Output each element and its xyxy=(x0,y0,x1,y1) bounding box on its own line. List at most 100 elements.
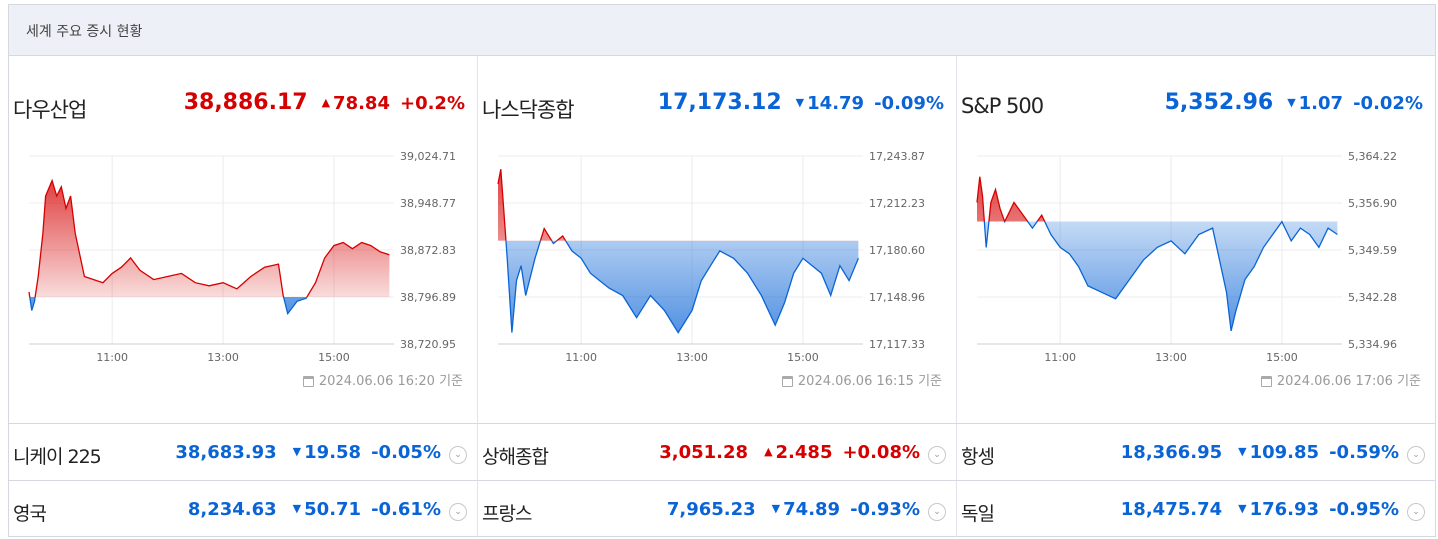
panel-nasdaq[interactable]: 나스닥종합 17,173.12 ▼ 14.79 -0.09% 17,243.87 17,… xyxy=(478,56,957,423)
asof-label: 2024.06.06 16:20 기준 xyxy=(318,374,463,389)
index-pct: -0.02% xyxy=(1353,93,1423,114)
index-values: 3,051.28 ▲ 2.485 +0.08% ⌄ xyxy=(659,442,946,464)
direction-icon: ▲ xyxy=(764,445,773,458)
y-tick-label: 38,720.95 xyxy=(400,338,456,351)
index-name: 다우산업 xyxy=(13,98,87,122)
change-value: 1.07 xyxy=(1298,93,1344,114)
asof-label: 2024.06.06 17:06 기준 xyxy=(1276,374,1421,389)
panel-sp500[interactable]: S&P 500 5,352.96 ▼ 1.07 -0.02% 5,364.22 5,35… xyxy=(957,56,1435,423)
direction-icon: ▼ xyxy=(292,502,302,515)
index-cell-uk[interactable]: 영국 8,234.63 ▼ 50.71 -0.61% ⌄ xyxy=(9,481,478,537)
index-name: 니케이 225 xyxy=(13,446,102,468)
index-change: ▼ 14.79 xyxy=(796,93,864,114)
index-pct: -0.09% xyxy=(874,93,944,114)
index-values: 17,173.12 ▼ 14.79 -0.09% xyxy=(658,90,944,115)
intraday-chart: 5,364.22 5,356.90 5,349.59 5,342.28 5,334.96… xyxy=(976,150,1397,364)
index-name: 상해종합 xyxy=(482,446,549,468)
chevron-down-icon[interactable]: ⌄ xyxy=(449,503,467,521)
index-pct: -0.61% xyxy=(371,499,441,520)
index-cell-germany[interactable]: 독일 18,475.74 ▼ 176.93 -0.95% ⌄ xyxy=(957,481,1435,537)
index-pct: +0.2% xyxy=(399,93,465,114)
index-pct: -0.95% xyxy=(1329,499,1399,520)
y-tick-label: 17,180.60 xyxy=(869,244,925,257)
area-down xyxy=(984,221,1338,331)
area-up xyxy=(29,180,390,297)
asof-label: 2024.06.06 16:15 기준 xyxy=(797,374,942,389)
change-value: 78.84 xyxy=(333,93,390,114)
calendar-icon xyxy=(781,376,793,387)
index-cell-france[interactable]: 프랑스 7,965.23 ▼ 74.89 -0.93% ⌄ xyxy=(478,481,957,537)
index-values: 38,886.17 ▲ 78.84 +0.2% xyxy=(184,90,465,115)
direction-icon: ▼ xyxy=(1238,445,1247,458)
x-tick-label: 15:00 xyxy=(787,351,819,364)
x-tick-label: 15:00 xyxy=(1266,351,1298,364)
series-line-down xyxy=(983,221,1338,332)
x-tick-label: 15:00 xyxy=(318,351,350,364)
index-values: 5,352.96 ▼ 1.07 -0.02% xyxy=(1165,90,1423,115)
change-value: 50.71 xyxy=(304,499,362,520)
series-line-up xyxy=(976,176,1283,222)
index-price: 18,366.95 xyxy=(1120,442,1223,463)
index-name: 항셍 xyxy=(961,446,995,468)
x-tick-label: 13:00 xyxy=(1155,351,1187,364)
chevron-down-icon[interactable]: ⌄ xyxy=(1407,503,1425,521)
y-tick-label: 38,796.89 xyxy=(400,291,456,304)
asof-time: 2024.06.06 16:15 기준 xyxy=(781,370,942,389)
x-tick-label: 11:00 xyxy=(96,351,128,364)
y-tick-label: 5,342.28 xyxy=(1348,291,1397,304)
index-values: 38,683.93 ▼ 19.58 -0.05% ⌄ xyxy=(175,442,467,464)
world-indices-widget: 세계 주요 증시 현황 다우산업 38,886.17 ▲ 78.84 +0.2% 39… xyxy=(8,4,1436,537)
x-tick-label: 13:00 xyxy=(207,351,239,364)
series-line-up xyxy=(28,178,390,297)
index-cell-nikkei[interactable]: 니케이 225 38,683.93 ▼ 19.58 -0.05% ⌄ xyxy=(9,424,478,480)
index-change: ▼ 1.07 xyxy=(1287,93,1343,114)
index-cell-hangseng[interactable]: 항셍 18,366.95 ▼ 109.85 -0.59% ⌄ xyxy=(957,424,1435,480)
asof-time: 2024.06.06 16:20 기준 xyxy=(302,370,463,389)
chevron-down-icon[interactable]: ⌄ xyxy=(449,446,467,464)
y-tick-label: 17,212.23 xyxy=(869,197,925,210)
y-tick-label: 17,117.33 xyxy=(869,338,925,351)
asof-time: 2024.06.06 17:06 기준 xyxy=(1260,370,1421,389)
panel-dow[interactable]: 다우산업 38,886.17 ▲ 78.84 +0.2% 39,024.71 38,94… xyxy=(9,56,478,423)
chevron-down-icon[interactable]: ⌄ xyxy=(928,503,946,521)
index-values: 18,366.95 ▼ 109.85 -0.59% ⌄ xyxy=(1121,442,1425,464)
calendar-icon xyxy=(302,376,314,387)
area-up xyxy=(977,176,1338,222)
index-name: 독일 xyxy=(961,503,995,525)
change-value: 14.79 xyxy=(807,93,865,114)
index-values: 7,965.23 ▼ 74.89 -0.93% ⌄ xyxy=(667,499,946,521)
x-tick-label: 11:00 xyxy=(565,351,597,364)
index-pct: +0.08% xyxy=(842,442,920,463)
intraday-chart: 39,024.71 38,948.77 38,872.83 38,796.89 38,7… xyxy=(28,150,456,364)
index-price: 17,173.12 xyxy=(657,90,782,115)
index-change: ▲ 78.84 xyxy=(322,93,390,114)
index-pct: -0.93% xyxy=(850,499,920,520)
index-row: 영국 8,234.63 ▼ 50.71 -0.61% ⌄ 프랑스 7,965.23 ▼ 74… xyxy=(9,480,1435,537)
direction-icon: ▼ xyxy=(1238,502,1247,515)
index-name: S&P 500 xyxy=(961,94,1044,118)
chevron-down-icon[interactable]: ⌄ xyxy=(1407,446,1425,464)
direction-icon: ▼ xyxy=(1287,96,1296,109)
x-tick-label: 13:00 xyxy=(676,351,708,364)
chevron-down-icon[interactable]: ⌄ xyxy=(928,446,946,464)
index-values: 18,475.74 ▼ 176.93 -0.95% ⌄ xyxy=(1121,499,1425,521)
change-value: 109.85 xyxy=(1249,442,1320,463)
widget-title: 세계 주요 증시 현황 xyxy=(26,24,143,40)
y-tick-label: 38,872.83 xyxy=(400,244,456,257)
index-cell-shanghai[interactable]: 상해종합 3,051.28 ▲ 2.485 +0.08% ⌄ xyxy=(478,424,957,480)
index-price: 5,352.96 xyxy=(1164,90,1274,115)
x-tick-label: 11:00 xyxy=(1044,351,1076,364)
y-tick-label: 5,349.59 xyxy=(1348,244,1397,257)
index-name: 프랑스 xyxy=(482,503,532,525)
change-value: 74.89 xyxy=(783,499,841,520)
change-value: 19.58 xyxy=(304,442,362,463)
index-price: 3,051.28 xyxy=(659,442,749,463)
change-value: 176.93 xyxy=(1249,499,1320,520)
calendar-icon xyxy=(1260,376,1272,387)
y-tick-label: 39,024.71 xyxy=(400,150,456,163)
widget-header: 세계 주요 증시 현황 xyxy=(9,5,1435,56)
index-price: 18,475.74 xyxy=(1120,499,1223,520)
area-up xyxy=(498,169,566,241)
index-price: 38,886.17 xyxy=(183,90,308,115)
direction-icon: ▼ xyxy=(795,96,805,109)
